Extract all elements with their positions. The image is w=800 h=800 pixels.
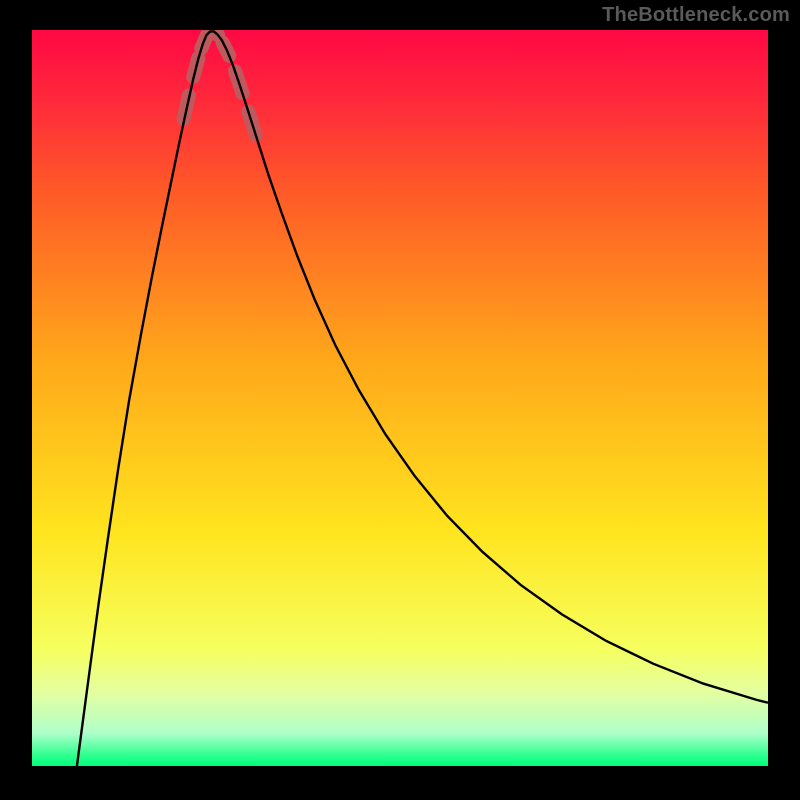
chart-root: TheBottleneck.com [0, 0, 800, 800]
plot-background [32, 30, 768, 766]
watermark-text: TheBottleneck.com [602, 4, 790, 27]
chart-svg [0, 0, 800, 800]
